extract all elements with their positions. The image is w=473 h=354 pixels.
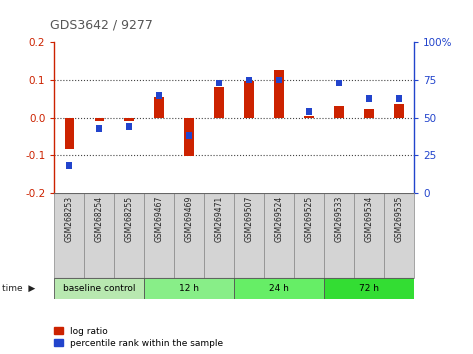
Text: GSM269471: GSM269471 (215, 195, 224, 242)
Bar (384, 193, 414, 278)
Text: GSM268253: GSM268253 (65, 195, 74, 241)
Text: 24 h: 24 h (269, 284, 289, 293)
Bar (54, 193, 84, 278)
Bar (216, 80, 222, 86)
Bar (274, 70, 284, 118)
Text: 72 h: 72 h (359, 284, 379, 293)
Bar (366, 95, 372, 102)
Bar (126, 123, 132, 130)
Bar (304, 116, 314, 118)
Bar (66, 162, 72, 169)
Bar (156, 92, 162, 98)
Bar (246, 77, 252, 84)
Bar (84, 193, 114, 278)
Bar (54, 278, 144, 299)
Bar (334, 105, 344, 118)
Bar (245, 81, 254, 118)
Bar (65, 118, 74, 149)
Text: 12 h: 12 h (179, 284, 199, 293)
Bar (396, 95, 402, 102)
Text: GSM269507: GSM269507 (245, 195, 254, 242)
Text: baseline control: baseline control (63, 284, 136, 293)
Text: time  ▶: time ▶ (2, 284, 35, 293)
Bar (234, 278, 324, 299)
Text: GSM268255: GSM268255 (125, 195, 134, 241)
Bar (324, 278, 414, 299)
Bar (124, 118, 134, 121)
Bar (95, 118, 104, 121)
Text: GDS3642 / 9277: GDS3642 / 9277 (50, 19, 152, 32)
Bar (364, 109, 374, 118)
Bar (234, 193, 264, 278)
Bar (144, 193, 174, 278)
Bar (306, 108, 312, 115)
Bar (276, 77, 282, 84)
Bar (204, 193, 234, 278)
Bar (264, 193, 294, 278)
Text: GSM269525: GSM269525 (305, 195, 314, 242)
Bar (114, 193, 144, 278)
Bar (155, 97, 164, 118)
Text: GSM269533: GSM269533 (334, 195, 343, 242)
Text: GSM269535: GSM269535 (394, 195, 403, 242)
Bar (354, 193, 384, 278)
Text: GSM269467: GSM269467 (155, 195, 164, 242)
Text: GSM269534: GSM269534 (364, 195, 374, 242)
Bar (394, 104, 403, 118)
Text: GSM269469: GSM269469 (184, 195, 194, 242)
Text: GSM268254: GSM268254 (95, 195, 104, 241)
Text: GSM269524: GSM269524 (274, 195, 284, 242)
Bar (214, 87, 224, 118)
Bar (144, 278, 234, 299)
Legend: log ratio, percentile rank within the sample: log ratio, percentile rank within the sa… (54, 327, 224, 348)
Bar (174, 193, 204, 278)
Bar (186, 132, 192, 139)
Bar (336, 80, 342, 86)
Bar (294, 193, 324, 278)
Bar (184, 118, 194, 156)
Bar (96, 125, 102, 132)
Bar (324, 193, 354, 278)
